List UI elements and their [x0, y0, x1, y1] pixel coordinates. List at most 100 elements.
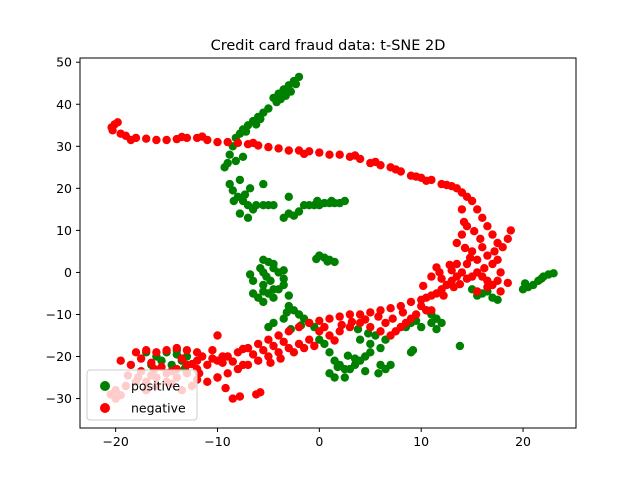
data-point-negative — [266, 358, 275, 367]
data-point-negative — [345, 310, 355, 319]
data-point-negative — [462, 222, 472, 231]
data-point-negative — [218, 358, 227, 367]
data-point-negative — [457, 230, 467, 239]
data-point-positive — [252, 201, 261, 210]
data-point-negative — [177, 132, 186, 142]
data-point-negative — [203, 377, 212, 386]
data-point-positive — [340, 196, 349, 206]
x-tick-label: 10 — [413, 434, 429, 449]
data-point-negative — [238, 344, 248, 354]
data-point-negative — [172, 343, 181, 353]
data-point-negative — [473, 205, 482, 214]
data-point-negative — [256, 388, 265, 397]
data-point-negative — [366, 322, 375, 332]
data-point-negative — [213, 137, 222, 147]
data-point-positive — [537, 274, 546, 283]
data-point-negative — [305, 318, 314, 328]
data-point-negative — [465, 253, 475, 262]
data-point-negative — [376, 327, 385, 336]
data-point-positive — [549, 269, 558, 278]
points-layer — [106, 72, 558, 403]
data-point-negative — [455, 280, 465, 289]
data-point-negative — [218, 352, 227, 361]
data-point-negative — [264, 142, 273, 152]
data-point-negative — [457, 205, 467, 214]
y-tick-label: 40 — [56, 97, 72, 112]
data-point-positive — [225, 179, 234, 189]
data-point-negative — [162, 135, 171, 145]
data-point-negative — [254, 339, 263, 349]
data-point-negative — [254, 356, 263, 365]
x-tick-label: −10 — [204, 434, 230, 449]
data-point-positive — [320, 339, 329, 349]
data-point-negative — [259, 346, 268, 355]
data-point-negative — [483, 251, 492, 260]
data-point-positive — [279, 314, 288, 323]
data-point-negative — [335, 150, 344, 159]
data-point-negative — [142, 134, 151, 143]
data-point-positive — [355, 335, 365, 344]
data-point-positive — [269, 285, 278, 294]
y-tick-label: 10 — [56, 223, 72, 238]
data-point-negative — [427, 306, 436, 315]
data-point-negative — [208, 346, 217, 355]
data-point-negative — [330, 336, 339, 345]
data-point-negative — [147, 358, 156, 367]
data-point-positive — [256, 114, 265, 124]
legend-marker-positive — [100, 381, 110, 391]
data-point-positive — [417, 322, 426, 332]
data-point-positive — [229, 196, 238, 206]
data-point-negative — [221, 383, 230, 393]
data-point-positive — [269, 264, 278, 273]
data-point-positive — [350, 354, 360, 363]
data-point-negative — [238, 360, 248, 370]
chart-title: Credit card fraud data: t-SNE 2D — [211, 38, 446, 54]
data-point-negative — [152, 348, 161, 357]
data-point-positive — [259, 297, 268, 307]
data-point-positive — [455, 341, 465, 351]
data-point-negative — [279, 337, 288, 346]
data-point-negative — [264, 352, 273, 361]
data-point-negative — [131, 348, 141, 357]
data-point-positive — [386, 360, 395, 370]
y-tick-label: −30 — [46, 391, 72, 406]
data-point-negative — [483, 222, 492, 231]
data-point-positive — [269, 201, 278, 210]
data-point-negative — [325, 150, 334, 159]
data-point-positive — [157, 356, 166, 365]
data-point-negative — [374, 312, 383, 321]
data-point-negative — [386, 331, 395, 340]
data-point-negative — [223, 137, 232, 147]
data-point-negative — [284, 146, 293, 155]
y-tick-label: −20 — [46, 349, 72, 364]
data-point-negative — [108, 126, 117, 135]
data-point-negative — [248, 350, 258, 359]
data-point-negative — [488, 230, 497, 239]
data-point-positive — [340, 373, 349, 382]
legend-marker-negative — [100, 403, 110, 413]
data-point-negative — [213, 331, 222, 340]
data-point-negative — [142, 346, 151, 355]
data-point-negative — [467, 196, 477, 206]
data-point-positive — [276, 95, 285, 104]
data-point-positive — [330, 373, 339, 382]
data-point-negative — [264, 335, 273, 344]
data-point-negative — [452, 238, 461, 248]
data-point-positive — [240, 190, 250, 199]
data-point-negative — [381, 318, 390, 328]
data-point-negative — [198, 352, 207, 361]
data-point-negative — [419, 281, 428, 291]
data-point-negative — [427, 272, 436, 281]
legend-label-negative: negative — [131, 401, 186, 416]
data-point-negative — [315, 148, 324, 157]
data-point-negative — [480, 264, 489, 273]
data-point-negative — [248, 138, 258, 148]
data-point-negative — [483, 282, 492, 292]
data-point-negative — [498, 243, 507, 252]
data-point-negative — [478, 213, 487, 222]
data-point-positive — [325, 348, 334, 357]
data-point-negative — [274, 331, 283, 340]
data-point-negative — [126, 135, 136, 145]
